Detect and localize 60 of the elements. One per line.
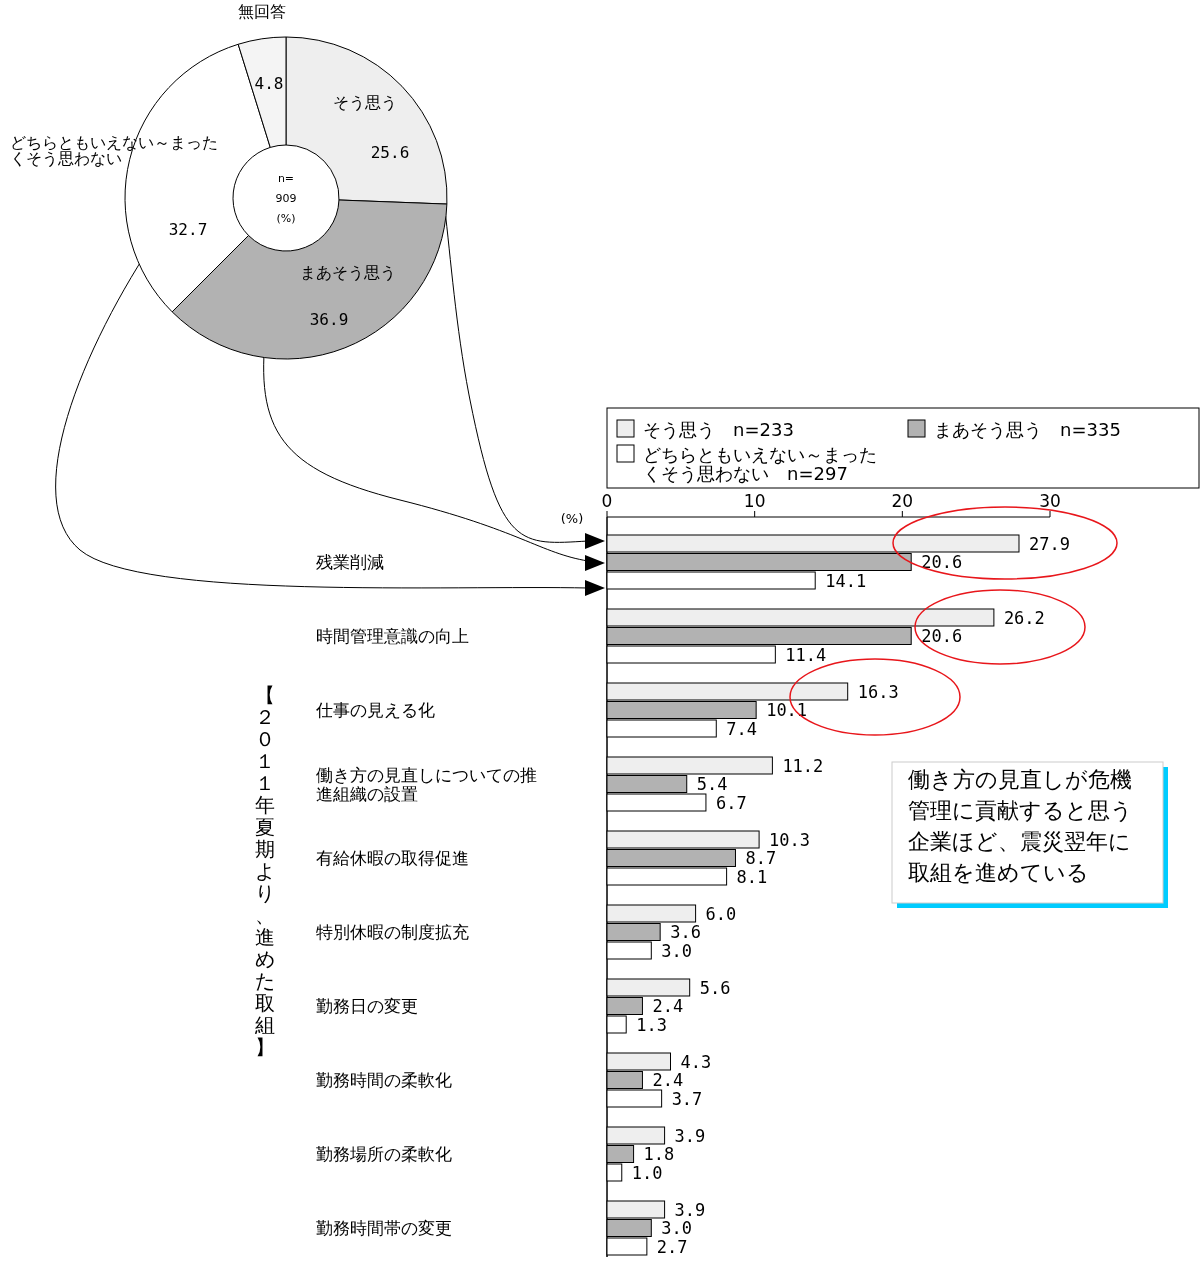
data-label: 7.4: [726, 718, 757, 739]
data-label: 14.1: [825, 570, 867, 591]
data-label: 5.6: [699, 977, 731, 998]
data-label: 5.4: [696, 774, 728, 794]
y-tick-label: 勤務時間の柔軟化: [316, 1070, 452, 1090]
data-label: 3.0: [661, 940, 693, 961]
y-tick-label: 勤務場所の柔軟化: [316, 1144, 452, 1164]
data-label: 10.3: [769, 829, 811, 850]
data-label: 3.9: [674, 1199, 706, 1220]
data-label: 11.4: [785, 644, 827, 665]
data-label: 26.2: [1003, 607, 1045, 628]
y-tick-label: 特別休暇の制度拡充: [316, 922, 469, 942]
y-tick-label: 勤務時間帯の変更: [316, 1218, 452, 1238]
data-label: 16.3: [857, 681, 899, 702]
data-label: 36.9: [309, 310, 349, 329]
slice-label: 無回答: [238, 2, 286, 21]
data-label: 4.8: [254, 74, 284, 93]
data-label: 1.0: [631, 1162, 663, 1183]
x-tick-label: 0: [601, 491, 613, 511]
y-tick-label: 勤務日の変更: [316, 996, 418, 1016]
data-label: 1.3: [636, 1014, 667, 1035]
data-label: 8.7: [745, 848, 777, 868]
slice-label: まあそう思う: [300, 263, 396, 282]
legend-label: まあそう思う n=335: [934, 419, 1121, 440]
y-tick-label: 働き方の見直しについての推進組織の設置: [316, 765, 537, 804]
text: n=: [277, 172, 295, 185]
y-tick-label: 時間管理意識の向上: [316, 626, 469, 646]
data-label: 3.9: [674, 1125, 706, 1146]
annotation: 働き方の見直しが危機管理に貢献すると思う企業ほど、震災翌年に取組を進めている: [908, 767, 1133, 885]
data-label: 27.9: [1028, 533, 1070, 554]
data-label: 1.8: [643, 1144, 675, 1164]
text: 【２０１１年夏期より、進めた取組】: [255, 683, 275, 1059]
x-tick-label: 20: [891, 491, 914, 511]
data-label: 8.1: [736, 866, 768, 887]
data-label: 6.7: [715, 792, 747, 813]
data-label: 2.4: [652, 996, 684, 1016]
data-label: 20.6: [921, 552, 963, 572]
y-tick-label: 有給休暇の取得促進: [316, 848, 469, 868]
data-label: 3.7: [671, 1088, 703, 1109]
data-label: 6.0: [705, 903, 737, 924]
data-label: 11.2: [782, 755, 824, 776]
data-label: 25.6: [370, 143, 410, 162]
slice-label: そう思う: [333, 93, 397, 112]
x-tick-label: 30: [1039, 491, 1061, 511]
data-label: 4.3: [680, 1051, 712, 1072]
data-label: 20.6: [921, 626, 963, 646]
legend-label: そう思う n=233: [643, 419, 794, 440]
slice-label: どちらともいえない～まったくそう思わない: [10, 133, 218, 168]
legend-label: どちらともいえない～まったくそう思わない n=297: [643, 444, 877, 484]
data-label: 2.7: [656, 1236, 688, 1257]
x-tick-label: 10: [743, 491, 766, 511]
text: (%): [276, 212, 296, 225]
y-tick-label: 残業削減: [316, 552, 384, 572]
y-tick-label: 仕事の見える化: [315, 700, 435, 720]
data-label: 2.4: [652, 1070, 684, 1090]
text: 909: [275, 192, 297, 205]
data-label: 3.0: [661, 1218, 693, 1238]
data-label: 32.7: [168, 220, 208, 239]
data-label: 3.6: [670, 922, 701, 942]
x-axis-title: (%): [560, 511, 584, 526]
